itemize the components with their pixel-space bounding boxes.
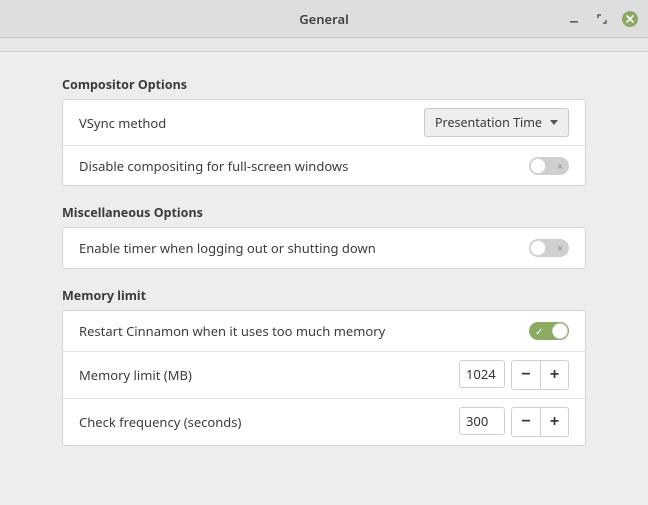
memory-limit-increment[interactable]: +: [540, 361, 568, 389]
switch-disable-compositing[interactable]: ×: [529, 157, 569, 175]
window-title: General: [299, 10, 349, 28]
label-memory-limit: Memory limit (MB): [79, 366, 192, 384]
maximize-button[interactable]: [594, 11, 610, 27]
switch-off-mark: ×: [557, 242, 563, 254]
input-memory-limit[interactable]: [459, 360, 505, 388]
check-frequency-decrement[interactable]: −: [512, 408, 540, 436]
toolbar-strip: [0, 38, 648, 52]
label-timer: Enable timer when logging out or shuttin…: [79, 239, 376, 257]
content-area: Compositor Options VSync method Presenta…: [0, 52, 648, 446]
label-disable-compositing: Disable compositing for full-screen wind…: [79, 157, 348, 175]
row-memory-limit: Memory limit (MB) − +: [63, 351, 585, 398]
minimize-button[interactable]: [566, 11, 582, 27]
spin-check-frequency: − +: [459, 407, 569, 437]
label-restart-cinnamon: Restart Cinnamon when it uses too much m…: [79, 322, 385, 340]
panel-misc: Enable timer when logging out or shuttin…: [62, 227, 586, 269]
row-vsync: VSync method Presentation Time: [63, 100, 585, 145]
row-disable-compositing: Disable compositing for full-screen wind…: [63, 145, 585, 185]
switch-on-mark: ✓: [535, 325, 543, 337]
row-restart-cinnamon: Restart Cinnamon when it uses too much m…: [63, 311, 585, 351]
section-title-memory: Memory limit: [62, 287, 586, 304]
section-title-misc: Miscellaneous Options: [62, 204, 586, 221]
switch-knob: [530, 158, 546, 174]
check-frequency-increment[interactable]: +: [540, 408, 568, 436]
section-title-compositor: Compositor Options: [62, 76, 586, 93]
label-vsync: VSync method: [79, 114, 166, 132]
close-button[interactable]: [622, 11, 638, 27]
switch-off-mark: ×: [557, 160, 563, 172]
label-check-frequency: Check frequency (seconds): [79, 413, 241, 431]
combo-vsync-method[interactable]: Presentation Time: [424, 108, 569, 137]
switch-knob: [552, 323, 568, 339]
row-check-frequency: Check frequency (seconds) − +: [63, 398, 585, 445]
panel-compositor: VSync method Presentation Time Disable c…: [62, 99, 586, 186]
stepper-memory-limit: − +: [511, 360, 569, 390]
titlebar: General: [0, 0, 648, 38]
switch-knob: [530, 240, 546, 256]
panel-memory: Restart Cinnamon when it uses too much m…: [62, 310, 586, 446]
switch-restart-cinnamon[interactable]: ✓: [529, 322, 569, 340]
spin-memory-limit: − +: [459, 360, 569, 390]
stepper-check-frequency: − +: [511, 407, 569, 437]
row-timer: Enable timer when logging out or shuttin…: [63, 228, 585, 268]
memory-limit-decrement[interactable]: −: [512, 361, 540, 389]
input-check-frequency[interactable]: [459, 407, 505, 435]
chevron-down-icon: [550, 120, 558, 125]
titlebar-controls: [566, 0, 638, 37]
combo-vsync-value: Presentation Time: [435, 114, 542, 131]
switch-timer[interactable]: ×: [529, 239, 569, 257]
